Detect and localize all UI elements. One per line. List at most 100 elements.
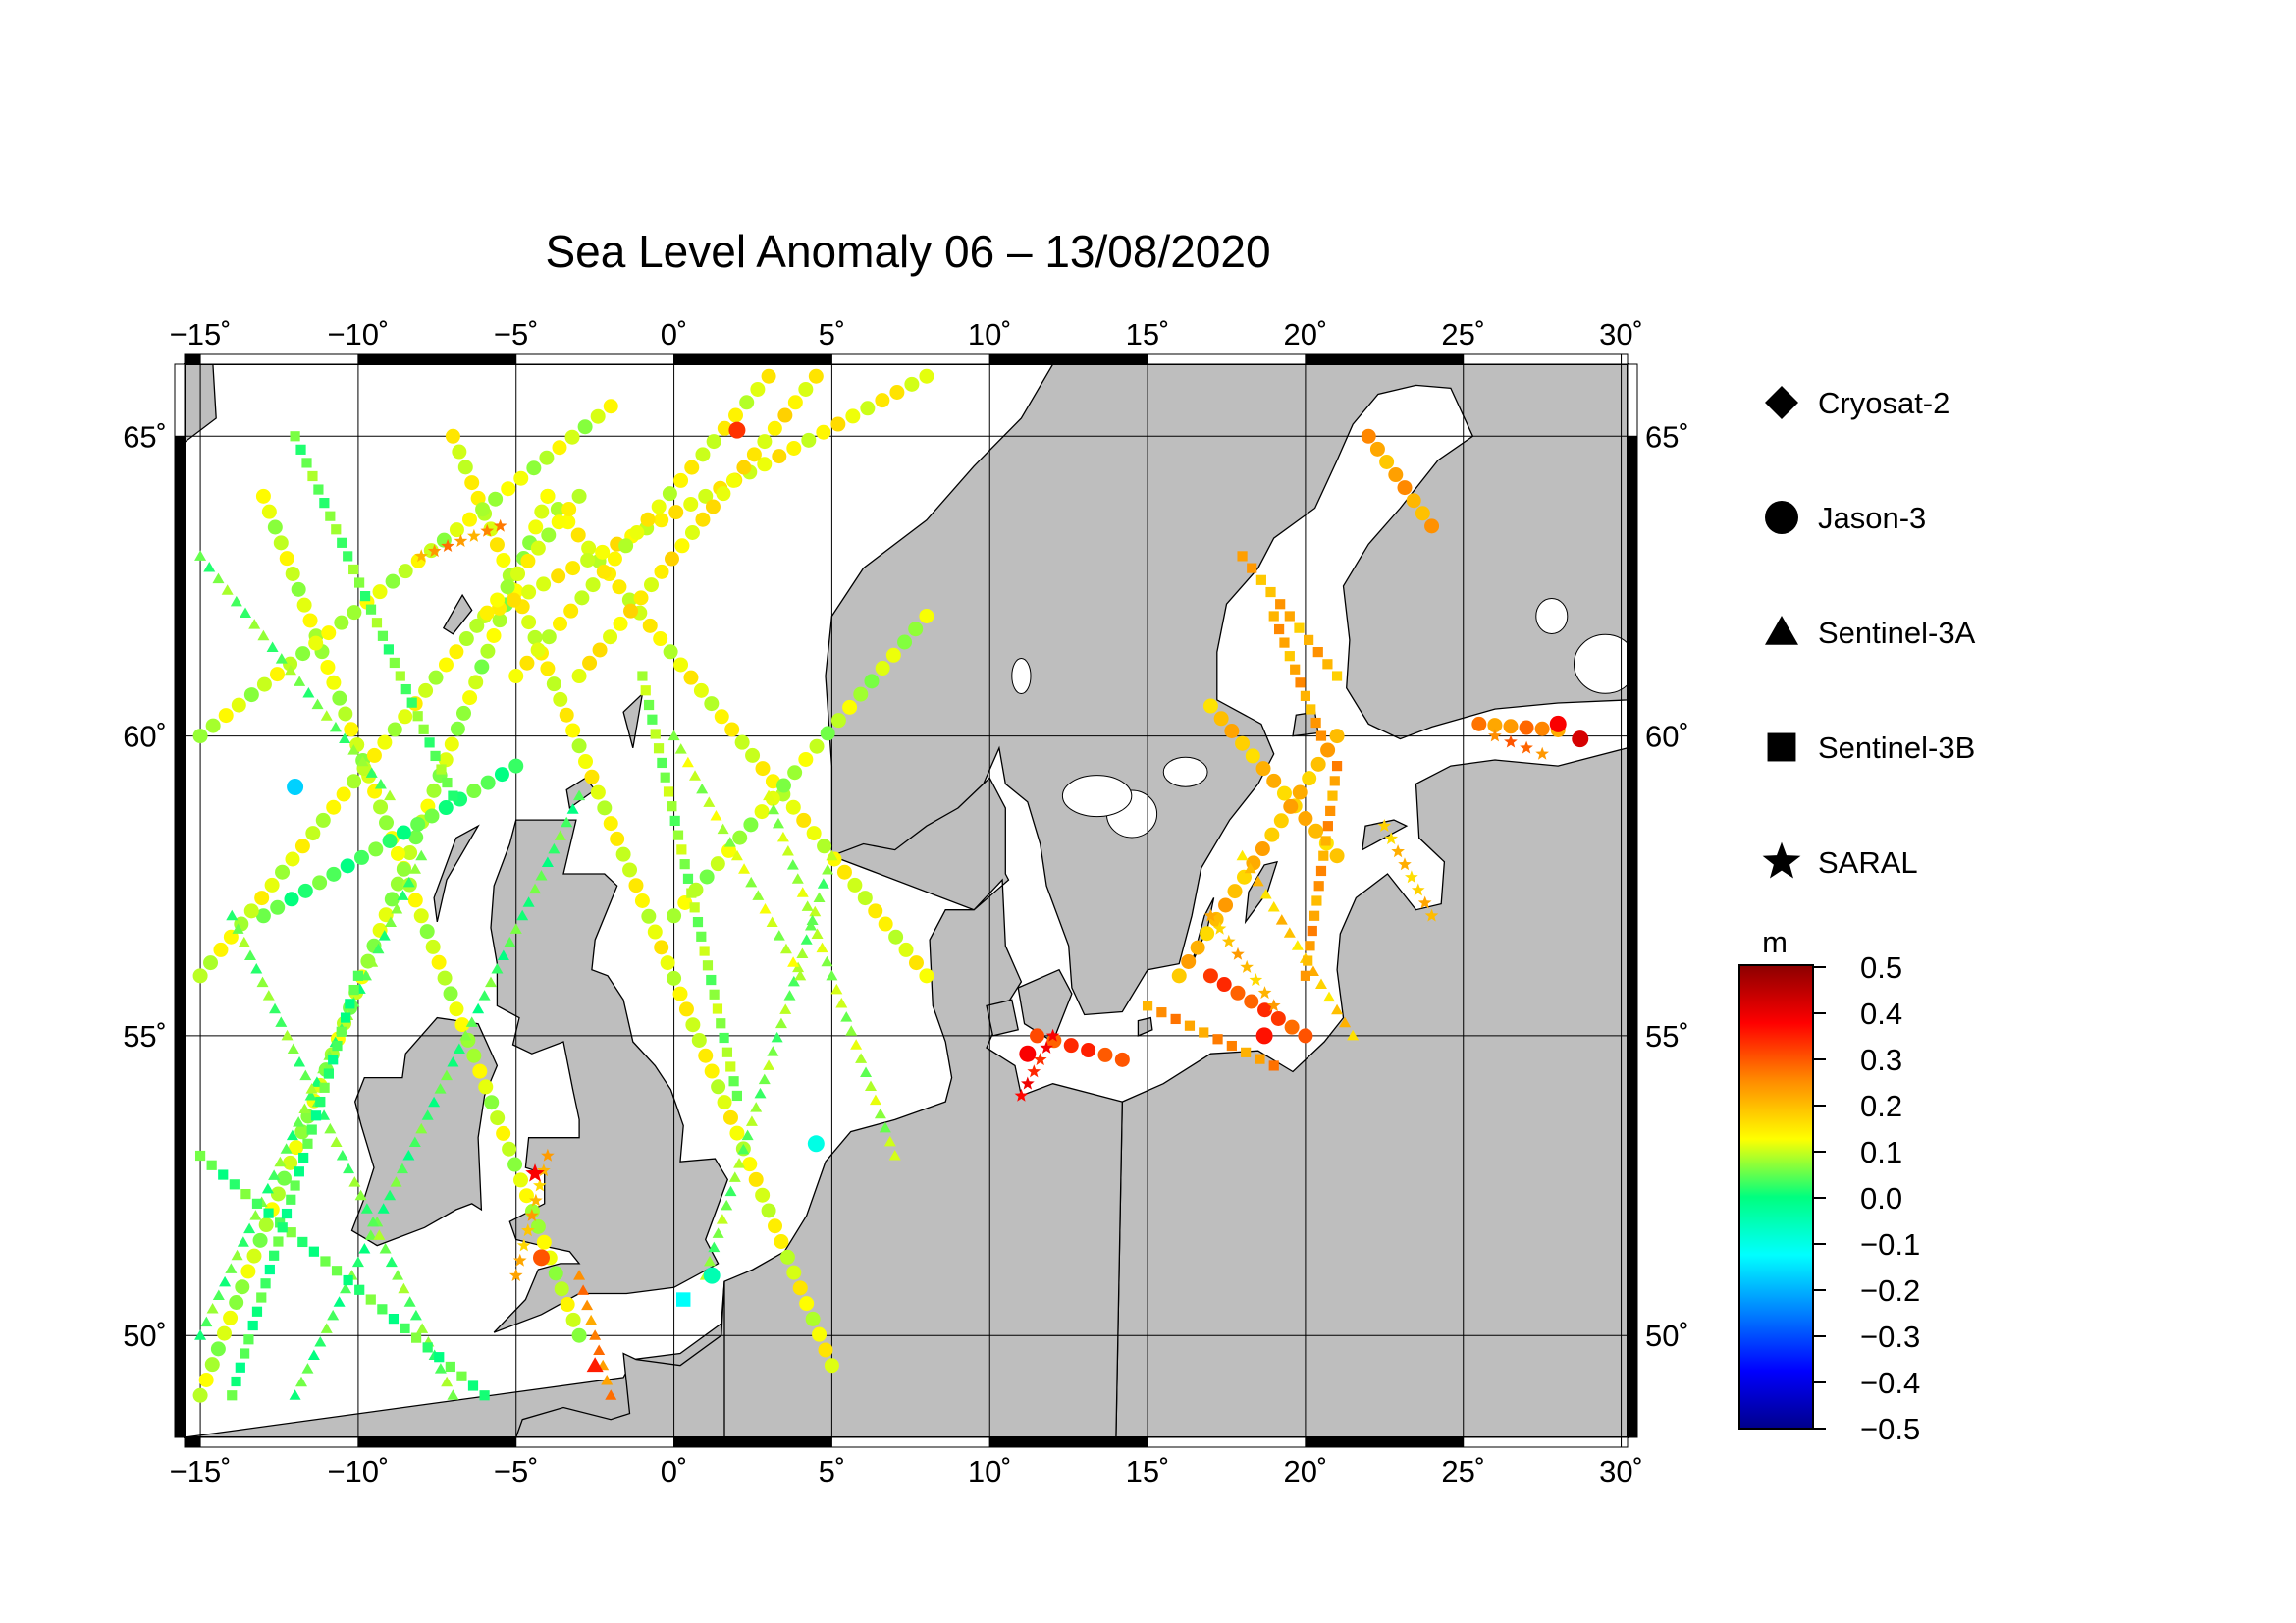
observation-jason-3-marker [691,1032,707,1048]
observation-jason-3-marker [857,891,873,906]
observation-saral-marker [454,533,468,547]
observation-sentinel-3a-marker [221,584,234,595]
observation-jason-3-marker [561,502,577,517]
observation-jason-3-marker [584,769,600,784]
observation-jason-3-marker [1063,1038,1079,1054]
observation-jason-3-marker [1388,467,1404,483]
observation-sentinel-3b-marker [315,1096,326,1108]
observation-sentinel-3a-marker [566,803,579,814]
observation-jason-3-marker [438,800,454,816]
observation-jason-3-marker [1283,798,1299,814]
observation-jason-3-marker [1503,719,1519,734]
observation-sentinel-3a-marker [1291,940,1304,950]
observation-sentinel-3a-marker [324,1122,337,1134]
observation-jason-3-marker [551,514,566,530]
observation-jason-3-marker [466,784,482,799]
observation-jason-3-marker [1519,720,1534,735]
observation-saral-marker [508,1268,523,1281]
observation-saral-marker [1203,908,1218,922]
observation-sentinel-3a-marker [219,1275,232,1287]
legend-label: Cryosat-2 [1818,386,1949,420]
observation-sentinel-3a-marker [248,619,261,629]
observation-jason-3-marker [258,1217,274,1233]
observation-sentinel-3a-marker [269,1002,282,1014]
observation-jason-3-marker [231,697,246,713]
observation-sentinel-3a-marker [206,1303,219,1314]
observation-jason-3-marker [445,428,460,444]
observation-sentinel-3b-marker [1306,704,1316,715]
observation-sentinel-3a-marker [275,1016,288,1027]
track-22 [194,550,397,801]
observation-jason-3-marker [563,603,579,619]
observation-jason-3-marker [585,577,601,593]
colorbar-tick-label: −0.1 [1860,1227,1920,1262]
observation-sentinel-3b-marker [406,697,417,708]
observation-jason-3-marker [603,399,618,414]
observation-jason-3-marker [761,368,776,384]
lake-2 [1162,756,1208,787]
observation-jason-3-marker [1029,1028,1044,1044]
observation-jason-3-marker [908,955,924,971]
track-14 [1361,428,1440,534]
track-33 [1300,761,1343,981]
observation-jason-3-marker [618,538,634,554]
observation-sentinel-3a-marker [821,955,833,967]
border-segment [988,1436,1148,1448]
observation-jason-3-marker [204,1357,220,1373]
observation-jason-3-marker [654,513,669,528]
observation-sentinel-3a-marker [230,595,242,607]
observation-sentinel-3b-marker [445,1361,455,1373]
observation-jason-3-marker [678,1001,694,1017]
observation-jason-3-marker [785,799,801,815]
observation-sentinel-3a-marker [294,676,306,686]
observation-sentinel-3b-marker [1184,1020,1196,1031]
observation-sentinel-3a-marker [667,730,680,741]
observation-jason-3-marker [518,1188,534,1204]
observation-sentinel-3a-marker [360,1203,373,1214]
track-13 [1202,968,1313,1044]
observation-sentinel-3b-marker [411,1332,422,1343]
track-25 [573,1270,617,1400]
observation-sentinel-3b-marker [1273,623,1285,635]
observation-saral-marker [516,1238,531,1252]
lat-tick-label: 55˚ [1645,1019,1689,1054]
track-7 [255,758,524,924]
observation-sentinel-3b-marker [1304,634,1314,645]
observation-sentinel-3a-marker [811,928,824,940]
track-24 [1236,849,1360,1041]
observation-sentinel-3a-marker [314,1335,327,1347]
observation-jason-3-marker [379,815,395,831]
observation-sentinel-3a-marker [339,732,351,743]
observation-sentinel-3a-marker [724,1185,737,1197]
observation-jason-3-marker [710,856,725,872]
observation-jason-3-marker [213,942,229,957]
observation-sentinel-3a-marker [478,990,491,1001]
observation-sentinel-3a-marker [305,1083,318,1094]
observation-sentinel-3b-marker [256,1292,267,1303]
observation-jason-3-marker [565,1312,581,1327]
observation-jason-3-marker [198,1372,214,1387]
observation-saral-marker [1424,908,1439,922]
observation-sentinel-3b-marker [313,484,324,495]
observation-jason-3-marker [603,816,618,832]
observation-jason-3-marker [1406,493,1421,509]
observation-sentinel-3b-marker [263,1208,274,1218]
observation-jason-3-marker [402,845,418,861]
observation-jason-3-marker [396,861,411,877]
observation-jason-3-marker [654,940,669,955]
track-37 [1488,729,1549,760]
observation-jason-3-marker [693,682,709,698]
observation-jason-3-marker [496,552,511,568]
lon-tick-label: 5˚ [819,1454,846,1488]
observation-sentinel-3b-marker [1331,761,1343,772]
observation-jason-3-marker [607,551,622,567]
observation-jason-3-marker [1273,813,1289,829]
observation-jason-3-marker [502,1141,517,1157]
observation-sentinel-3b-marker [1327,790,1338,801]
observation-saral-marker [1033,1053,1047,1066]
observation-jason-3-marker [548,1266,563,1281]
observation-jason-3-marker [816,424,831,440]
observation-sentinel-3b-marker [719,1032,729,1044]
observation-jason-3-marker [554,1281,569,1297]
observation-sentinel-3a-marker [497,949,509,960]
